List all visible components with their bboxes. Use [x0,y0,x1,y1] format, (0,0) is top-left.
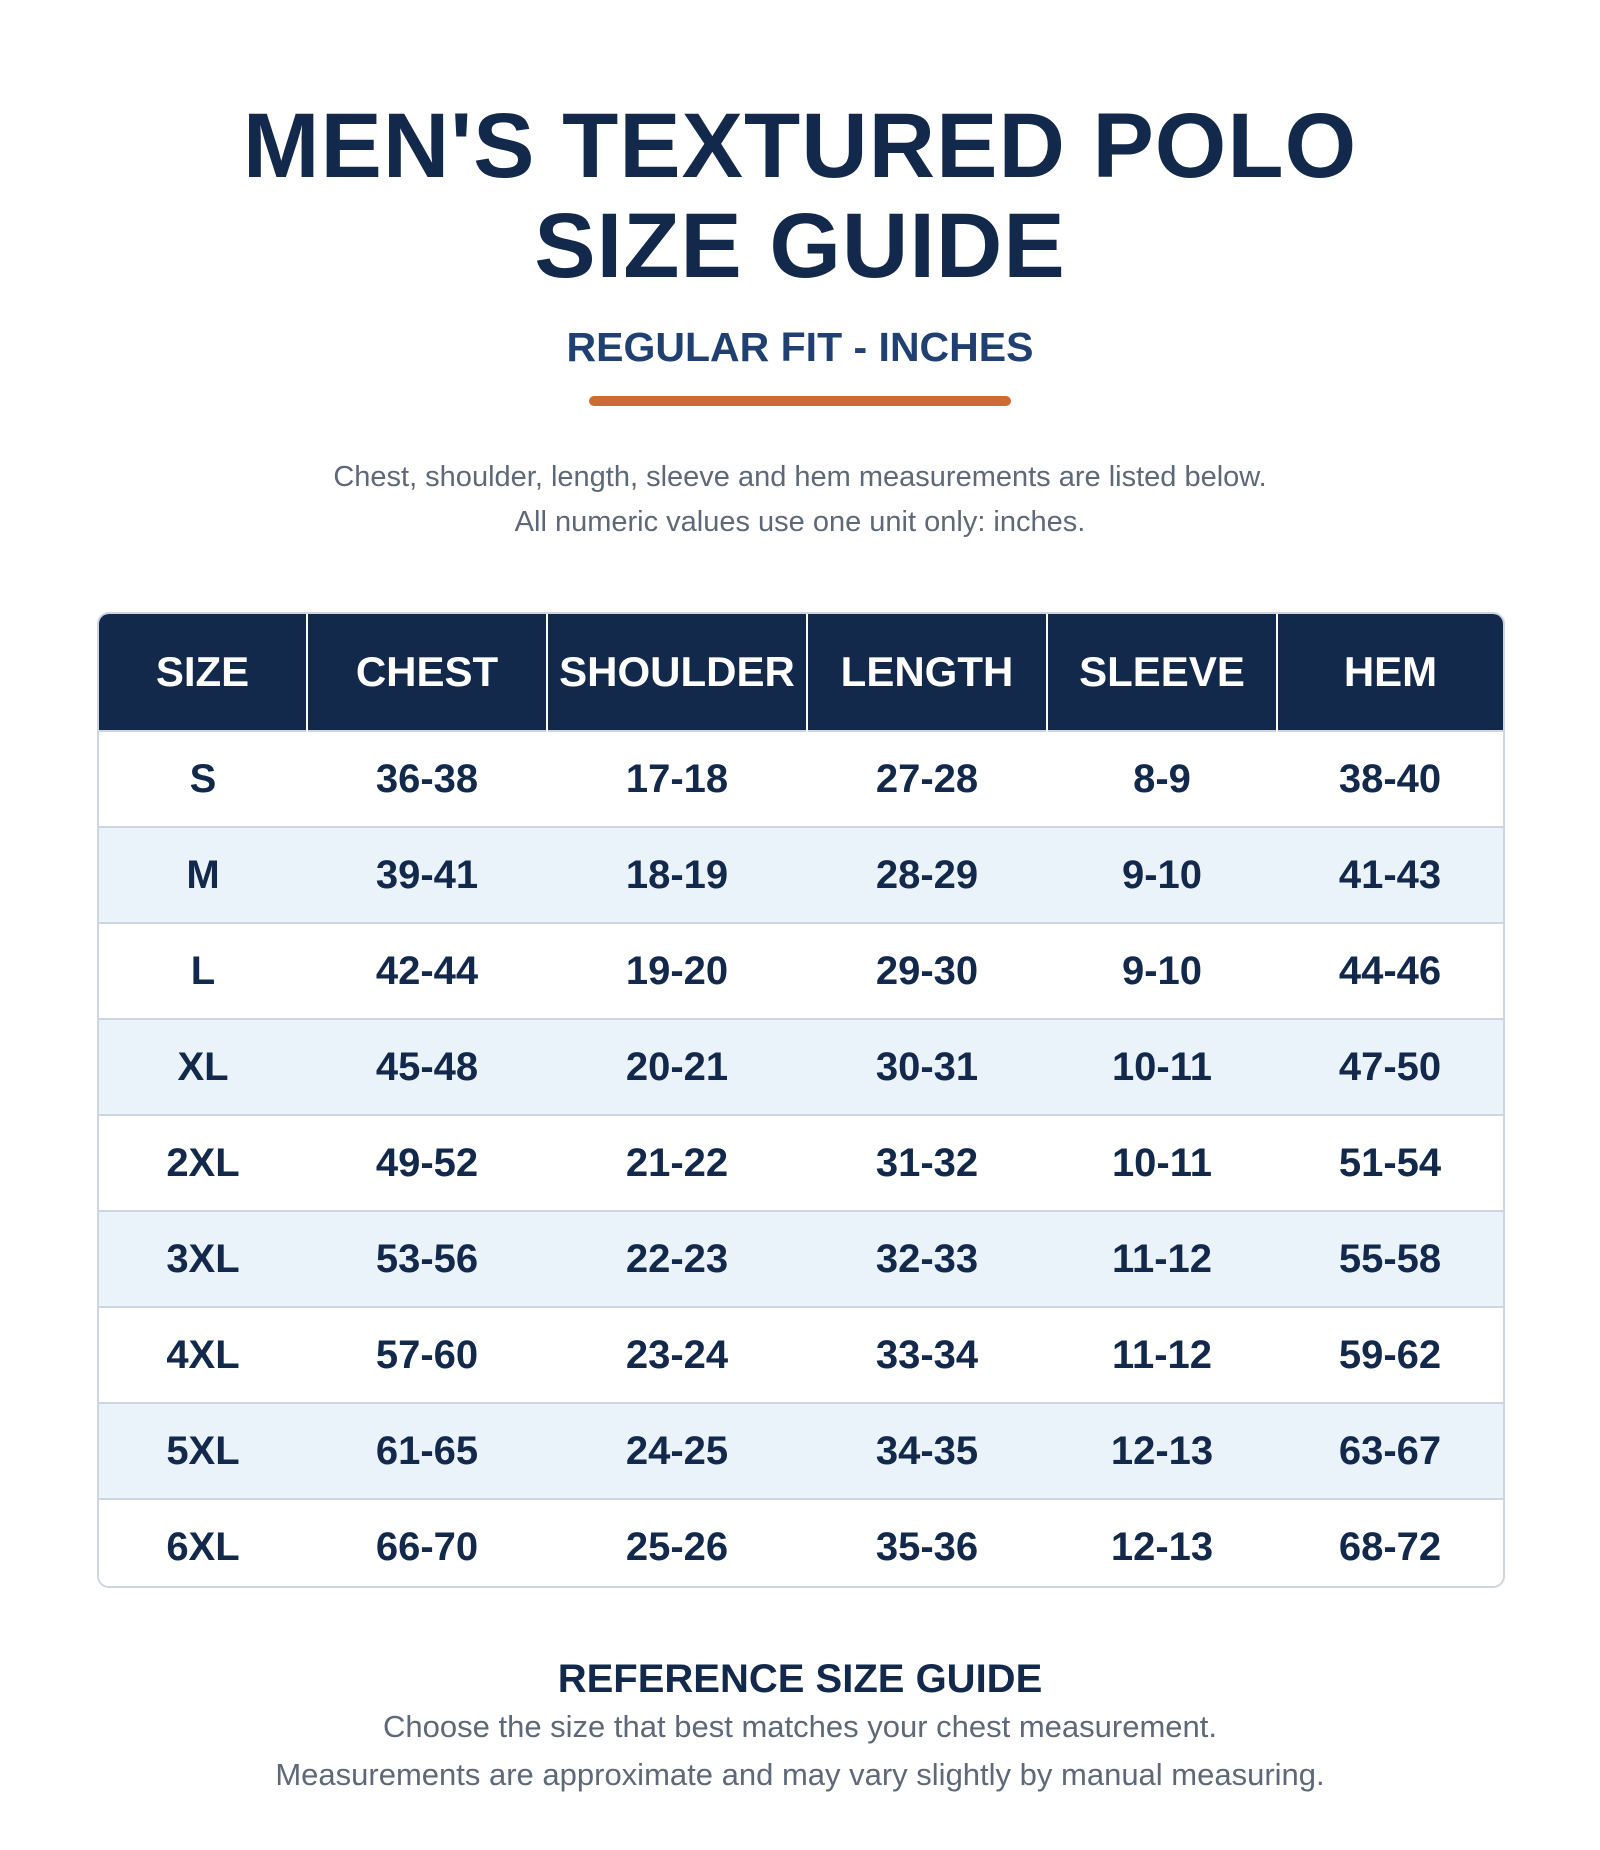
cell-hem: 59-62 [1277,1306,1503,1403]
cell-length: 33-34 [807,1306,1047,1403]
column-header-size: SIZE [99,614,308,731]
cell-length: 32-33 [807,1210,1047,1307]
cell-size: 5XL [99,1402,307,1499]
title-line-2: SIZE GUIDE [534,195,1066,297]
cell-hem: 47-50 [1277,1018,1503,1115]
cell-shoulder: 17-18 [547,730,807,827]
cell-hem: 55-58 [1277,1210,1503,1307]
cell-shoulder: 22-23 [547,1210,807,1307]
table-row: XL 45-48 20-21 30-31 10-11 47-50 [99,1018,1503,1115]
cell-hem: 41-43 [1277,826,1503,923]
cell-shoulder: 20-21 [547,1018,807,1115]
table-header-row: SIZE CHEST SHOULDER LENGTH SLEEVE HEM [99,614,1503,731]
cell-shoulder: 25-26 [547,1498,807,1586]
page-subtitle: REGULAR FIT - INCHES [566,324,1034,370]
cell-hem: 38-40 [1277,730,1503,827]
table-row: 5XL 61-65 24-25 34-35 12-13 63-67 [99,1402,1503,1499]
table-row: 2XL 49-52 21-22 31-32 10-11 51-54 [99,1114,1503,1211]
footer-title: REFERENCE SIZE GUIDE [557,1657,1043,1701]
cell-size: 4XL [99,1306,307,1403]
page-title: MEN'S TEXTURED POLO SIZE GUIDE [0,96,1600,296]
cell-shoulder: 24-25 [547,1402,807,1499]
header: MEN'S TEXTURED POLO SIZE GUIDE REGULAR F… [0,96,1600,406]
cell-shoulder: 23-24 [547,1306,807,1403]
cell-chest: 45-48 [307,1018,547,1115]
cell-sleeve: 10-11 [1047,1114,1277,1211]
cell-length: 28-29 [807,826,1047,923]
cell-chest: 66-70 [307,1498,547,1586]
cell-size: 6XL [99,1498,307,1586]
cell-length: 31-32 [807,1114,1047,1211]
cell-hem: 44-46 [1277,922,1503,1019]
table-row: 3XL 53-56 22-23 32-33 11-12 55-58 [99,1210,1503,1307]
cell-length: 27-28 [807,730,1047,827]
footer: REFERENCE SIZE GUIDE Choose the size tha… [0,1655,1600,1799]
column-header-sleeve: SLEEVE [1047,614,1278,731]
cell-chest: 36-38 [307,730,547,827]
column-header-chest: CHEST [307,614,548,731]
intro-text: Chest, shoulder, length, sleeve and hem … [0,455,1600,545]
cell-length: 30-31 [807,1018,1047,1115]
table-row: 6XL 66-70 25-26 35-36 12-13 68-72 [99,1498,1503,1586]
table-row: M 39-41 18-19 28-29 9-10 41-43 [99,826,1503,923]
column-header-length: LENGTH [807,614,1048,731]
cell-length: 34-35 [807,1402,1047,1499]
cell-size: M [99,826,307,923]
footer-line-2: Measurements are approximate and may var… [275,1757,1325,1792]
column-header-hem: HEM [1277,614,1503,731]
cell-chest: 39-41 [307,826,547,923]
cell-length: 35-36 [807,1498,1047,1586]
cell-hem: 63-67 [1277,1402,1503,1499]
cell-sleeve: 11-12 [1047,1210,1277,1307]
footer-line-1: Choose the size that best matches your c… [383,1709,1217,1744]
cell-length: 29-30 [807,922,1047,1019]
table-row: 4XL 57-60 23-24 33-34 11-12 59-62 [99,1306,1503,1403]
cell-hem: 68-72 [1277,1498,1503,1586]
cell-sleeve: 8-9 [1047,730,1277,827]
cell-shoulder: 21-22 [547,1114,807,1211]
cell-shoulder: 18-19 [547,826,807,923]
cell-size: 3XL [99,1210,307,1307]
cell-size: S [99,730,307,827]
size-table: SIZE CHEST SHOULDER LENGTH SLEEVE HEM S 36-38 1… [99,614,1503,1586]
cell-sleeve: 12-13 [1047,1402,1277,1499]
cell-sleeve: 10-11 [1047,1018,1277,1115]
column-header-shoulder: SHOULDER [547,614,808,731]
cell-size: XL [99,1018,307,1115]
cell-chest: 61-65 [307,1402,547,1499]
cell-chest: 57-60 [307,1306,547,1403]
cell-size: 2XL [99,1114,307,1211]
cell-sleeve: 12-13 [1047,1498,1277,1586]
accent-divider [589,396,1011,406]
cell-sleeve: 11-12 [1047,1306,1277,1403]
title-line-1: MEN'S TEXTURED POLO [242,95,1358,197]
cell-chest: 42-44 [307,922,547,1019]
table-row: L 42-44 19-20 29-30 9-10 44-46 [99,922,1503,1019]
cell-size: L [99,922,307,1019]
table-row: S 36-38 17-18 27-28 8-9 38-40 [99,730,1503,827]
cell-shoulder: 19-20 [547,922,807,1019]
intro-line-1: Chest, shoulder, length, sleeve and hem … [333,461,1267,493]
cell-sleeve: 9-10 [1047,826,1277,923]
table-body: S 36-38 17-18 27-28 8-9 38-40 M 39-41 18-19 28-29… [99,730,1503,1586]
cell-chest: 49-52 [307,1114,547,1211]
intro-line-2: All numeric values use one unit only: in… [514,506,1086,538]
cell-chest: 53-56 [307,1210,547,1307]
cell-sleeve: 9-10 [1047,922,1277,1019]
cell-hem: 51-54 [1277,1114,1503,1211]
size-table-container: SIZE CHEST SHOULDER LENGTH SLEEVE HEM S 36-38 1… [97,612,1505,1588]
